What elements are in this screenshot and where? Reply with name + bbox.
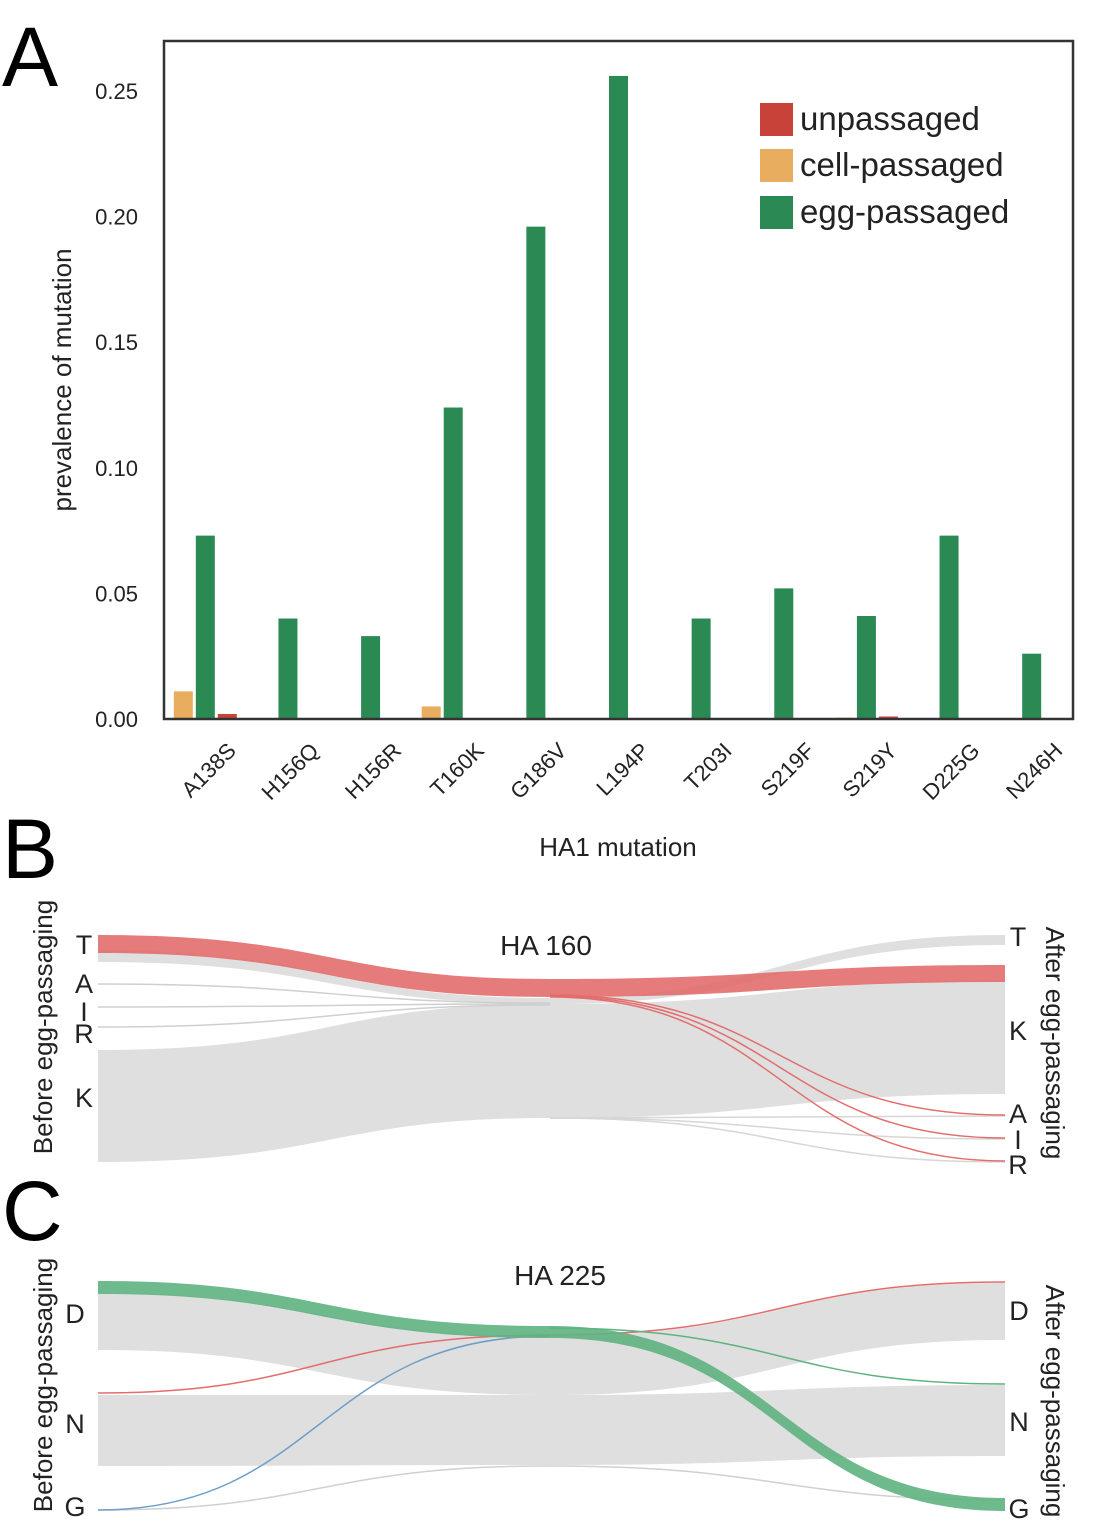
left-node-i: I (80, 997, 88, 1027)
sankey-ha225: HA 225 Before egg-passaging After egg-pa… (28, 1258, 1070, 1524)
right-side-label: After egg-passaging (1040, 1285, 1070, 1518)
left-node-n: N (65, 1409, 85, 1439)
x-tick-label-H156R: H156R (340, 738, 406, 804)
flow-n-to-n (98, 1385, 1005, 1466)
y-tick-label: 0.20 (95, 205, 138, 230)
flow-k-to-r (549, 1117, 1006, 1163)
flow-a-to-k (97, 983, 551, 1004)
right-node-i: I (1014, 1125, 1022, 1155)
flow-t-to-k-highlight (98, 935, 1005, 997)
right-node-k: K (1009, 1016, 1027, 1046)
plot-frame (162, 39, 1075, 721)
left-side-label: Before egg-passaging (28, 1258, 58, 1512)
bar-cell-passaged-A138S (173, 691, 193, 719)
x-tick-label-S219F: S219F (756, 738, 820, 802)
x-tick-label-D225G: D225G (918, 738, 985, 805)
flow-r-to-k (97, 1004, 551, 1028)
bar-marks (173, 75, 1042, 720)
bar-cell-passaged-T160K (421, 706, 441, 719)
left-side-label: Before egg-passaging (28, 900, 58, 1154)
y-axis-title: prevalence of mutation (47, 248, 77, 511)
legend-swatch-egg-passaged (760, 196, 793, 229)
left-node-t: T (76, 930, 93, 960)
x-tick-label-T203I: T203I (679, 738, 736, 795)
y-tick-label: 0.05 (95, 581, 138, 606)
left-node-a: A (75, 969, 93, 999)
legend-label-unpassaged: unpassaged (800, 100, 980, 137)
bar-egg-passaged-H156Q (278, 618, 298, 719)
x-axis-title: HA1 mutation (539, 832, 697, 862)
x-tick-label-S219Y: S219Y (838, 738, 903, 803)
y-tick-label: 0.25 (95, 79, 138, 104)
legend-swatch-cell-passaged (760, 149, 793, 182)
flow-t-to-r-highlight (549, 996, 1006, 1162)
flow-t-to-t (98, 935, 1005, 1004)
flow-d-to-g-highlight (98, 1281, 1005, 1511)
legend-label-egg-passaged: egg-passaged (800, 193, 1009, 230)
right-node-d: D (1009, 1296, 1029, 1326)
y-tick-label: 0.00 (95, 707, 138, 732)
bar-egg-passaged-T160K (443, 407, 463, 719)
x-tick-label-T160K: T160K (425, 738, 489, 802)
bar-unpassaged-S219Y (878, 716, 898, 719)
flow-g-to-n (97, 1465, 551, 1511)
flow-t-to-i-highlight (549, 995, 1006, 1139)
flow-d-to-d (98, 1283, 1005, 1395)
flow-t-to-a-highlight (549, 994, 1006, 1116)
bar-egg-passaged-L194P (609, 75, 628, 720)
bar-egg-passaged-A138S (195, 535, 215, 719)
left-node-k: K (75, 1083, 93, 1113)
bar-egg-passaged-H156R (361, 636, 381, 719)
bar-egg-passaged-S219Y (856, 616, 876, 719)
sankey-title: HA 160 (500, 930, 592, 961)
panel-letter-a: A (2, 10, 58, 104)
sankey-ha160: HA 160 Before egg-passaging After egg-pa… (28, 900, 1070, 1180)
right-node-g: G (1008, 1494, 1029, 1524)
left-node-d: D (65, 1299, 85, 1329)
flow-g-to-d-highlight (97, 1335, 551, 1511)
right-node-n: N (1009, 1407, 1029, 1437)
legend-swatch-unpassaged (760, 103, 793, 136)
x-tick-label-N246H: N246H (1001, 738, 1067, 804)
bar-egg-passaged-G186V (526, 226, 546, 719)
y-axis-ticks: 0.00 0.05 0.10 0.15 0.20 0.25 (95, 79, 138, 732)
left-node-r: R (74, 1019, 94, 1049)
x-tick-label-H156Q: H156Q (257, 738, 324, 805)
legend: unpassaged cell-passaged egg-passaged (760, 100, 1009, 230)
sankey-title: HA 225 (514, 1260, 606, 1291)
panel-letter-b: B (2, 802, 58, 896)
bar-egg-passaged-T203I (691, 618, 711, 719)
flow-i-to-k (97, 1003, 551, 1008)
legend-label-cell-passaged: cell-passaged (800, 146, 1004, 183)
y-tick-label: 0.10 (95, 456, 138, 481)
x-tick-label-G186V: G186V (505, 738, 571, 804)
x-axis-tick-labels: A138S H156Q H156R T160K G186V L194P T203I S219F… (176, 738, 1067, 805)
bar-egg-passaged-S219F (774, 588, 794, 719)
bar-egg-passaged-N246H (1022, 653, 1042, 719)
flow-d-to-n-highlight (549, 1327, 1006, 1385)
flow-k-to-a (549, 1115, 1006, 1119)
bar-unpassaged-A138S (217, 713, 237, 719)
bar-chart: 0.00 0.05 0.10 0.15 0.20 0.25 A138S H156Q H156R… (47, 39, 1075, 862)
right-node-t: T (1010, 922, 1027, 952)
panel-letter-c: C (2, 1164, 63, 1258)
flow-k-to-i (549, 1117, 1006, 1140)
y-tick-label: 0.15 (95, 330, 138, 355)
right-side-label: After egg-passaging (1040, 927, 1070, 1160)
flow-k-to-k (98, 980, 1005, 1162)
right-node-r: R (1008, 1150, 1028, 1180)
x-tick-label-L194P: L194P (591, 738, 654, 801)
bar-egg-passaged-D225G (939, 535, 959, 719)
x-tick-label-A138S: A138S (176, 738, 240, 802)
left-node-g: G (64, 1492, 85, 1522)
right-node-a: A (1009, 1099, 1027, 1129)
